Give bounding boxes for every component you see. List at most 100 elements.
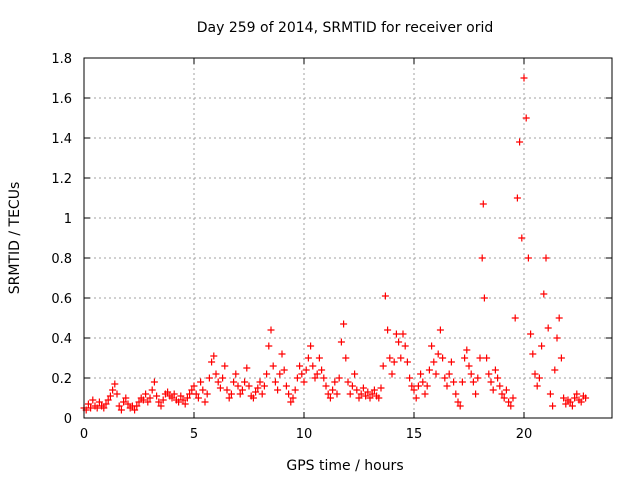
y-tick-label: 1	[64, 212, 72, 227]
data-point	[109, 386, 117, 394]
data-point	[357, 390, 365, 398]
data-point	[364, 388, 372, 396]
data-point	[289, 394, 297, 402]
y-tick-label: 0	[64, 412, 72, 427]
data-point	[221, 362, 229, 370]
data-point	[131, 406, 139, 414]
data-point	[148, 386, 156, 394]
data-point	[423, 382, 431, 390]
data-point	[252, 388, 260, 396]
data-point	[456, 402, 464, 410]
data-point	[445, 370, 453, 378]
data-point	[538, 342, 546, 350]
data-point	[302, 366, 310, 374]
data-point	[392, 330, 400, 338]
data-point	[278, 350, 286, 358]
data-point	[441, 374, 449, 382]
data-point	[518, 234, 526, 242]
data-point	[309, 362, 317, 370]
data-point	[296, 362, 304, 370]
data-point	[142, 390, 150, 398]
data-point	[333, 390, 341, 398]
data-point	[571, 394, 579, 402]
data-point	[406, 374, 414, 382]
data-point	[355, 394, 363, 402]
data-point	[362, 392, 370, 400]
data-point	[544, 324, 552, 332]
data-point	[377, 384, 385, 392]
data-point	[194, 394, 202, 402]
data-point	[285, 390, 293, 398]
data-point	[489, 386, 497, 394]
data-point	[520, 74, 528, 82]
data-point	[117, 406, 125, 414]
data-point	[179, 396, 187, 404]
data-point	[197, 378, 205, 386]
data-point	[340, 320, 348, 328]
data-point	[258, 390, 266, 398]
data-point	[254, 384, 262, 392]
data-point	[293, 374, 301, 382]
data-point	[111, 380, 119, 388]
data-point	[428, 342, 436, 350]
y-tick-labels: 0 0.2 0.4 0.6 0.8 1 1.2 1.4 1.6 1.8	[51, 52, 72, 427]
data-point	[513, 194, 521, 202]
data-point	[164, 388, 172, 396]
data-point	[582, 394, 590, 402]
data-point	[412, 394, 420, 402]
data-point	[359, 384, 367, 392]
data-point	[216, 384, 224, 392]
data-point	[555, 314, 563, 322]
data-point	[533, 382, 541, 390]
data-point	[478, 254, 486, 262]
data-point	[403, 358, 411, 366]
data-point	[115, 402, 123, 410]
data-point	[199, 386, 207, 394]
data-point	[450, 378, 458, 386]
data-point	[280, 366, 288, 374]
data-point	[188, 386, 196, 394]
data-point	[397, 354, 405, 362]
data-point	[150, 378, 158, 386]
data-point	[465, 362, 473, 370]
data-point	[419, 378, 427, 386]
data-point	[311, 374, 319, 382]
data-point	[507, 402, 515, 410]
data-point	[139, 396, 147, 404]
data-point	[322, 382, 330, 390]
data-points	[80, 74, 590, 414]
data-point	[245, 382, 253, 390]
data-point	[529, 350, 537, 358]
data-point	[256, 378, 264, 386]
x-axis-title: GPS time / hours	[286, 458, 403, 474]
data-point	[386, 354, 394, 362]
data-point	[227, 390, 235, 398]
data-point	[144, 398, 152, 406]
data-point	[566, 398, 574, 406]
data-point	[348, 382, 356, 390]
data-point	[230, 378, 238, 386]
y-axis-title: SRMTID / TECUs	[7, 182, 23, 295]
data-point	[106, 392, 114, 400]
data-point	[502, 386, 510, 394]
data-point	[291, 386, 299, 394]
plot-frame	[83, 57, 613, 419]
grid-lines	[84, 58, 612, 418]
data-point	[527, 330, 535, 338]
data-point	[496, 382, 504, 390]
data-point	[263, 370, 271, 378]
data-point	[249, 394, 257, 402]
data-point	[443, 382, 451, 390]
data-point	[219, 374, 227, 382]
data-point	[562, 400, 570, 408]
data-point	[318, 366, 326, 374]
x-tick-label: 15	[406, 427, 423, 442]
y-tick-label: 1.4	[51, 132, 72, 147]
data-point	[390, 358, 398, 366]
data-point	[425, 366, 433, 374]
data-point	[304, 354, 312, 362]
data-point	[95, 398, 103, 406]
data-point	[313, 370, 321, 378]
data-point	[124, 400, 132, 408]
data-point	[491, 366, 499, 374]
